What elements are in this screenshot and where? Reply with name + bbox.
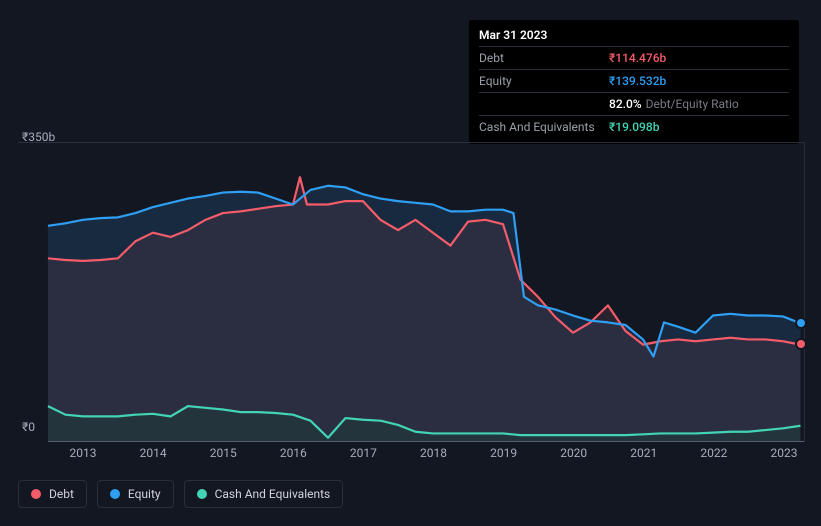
tooltip-row-label: Cash And Equivalents: [479, 118, 609, 136]
series-end-dot: [795, 338, 807, 350]
legend-dot-icon: [31, 489, 41, 499]
tooltip-row: 82.0%Debt/Equity Ratio: [479, 92, 789, 115]
x-axis-label: 2019: [490, 446, 517, 460]
tooltip-row: Equity₹139.532b: [479, 69, 789, 92]
x-axis-label: 2016: [280, 446, 307, 460]
legend-label: Debt: [49, 487, 74, 501]
x-axis-label: 2023: [770, 446, 797, 460]
legend-item[interactable]: Debt: [18, 480, 87, 508]
x-axis-label: 2020: [560, 446, 587, 460]
tooltip-row-label: Equity: [479, 72, 609, 90]
legend-item[interactable]: Equity: [97, 480, 174, 508]
tooltip-row-value: ₹139.532b: [609, 72, 666, 90]
tooltip-row-value: 82.0%: [609, 95, 642, 113]
legend-dot-icon: [197, 489, 207, 499]
series-end-dot: [795, 317, 807, 329]
tooltip-row: Debt₹114.476b: [479, 46, 789, 69]
tooltip-row-value: ₹19.098b: [609, 118, 659, 136]
tooltip-date: Mar 31 2023: [479, 26, 789, 44]
x-axis-label: 2017: [350, 446, 377, 460]
legend-label: Equity: [128, 487, 161, 501]
x-axis-label: 2015: [210, 446, 237, 460]
legend-item[interactable]: Cash And Equivalents: [184, 480, 344, 508]
legend-label: Cash And Equivalents: [215, 487, 331, 501]
legend: Debt Equity Cash And Equivalents: [18, 480, 343, 508]
chart-tooltip: Mar 31 2023 Debt₹114.476bEquity₹139.532b…: [469, 20, 799, 144]
x-axis: 2013 2014 2015 2016 2017 2018 2019 2020 2021 2022…: [18, 446, 805, 466]
legend-dot-icon: [110, 489, 120, 499]
x-axis-label: 2018: [420, 446, 447, 460]
tooltip-row-value: ₹114.476b: [609, 49, 666, 67]
x-axis-label: 2021: [630, 446, 657, 460]
tooltip-row-label: [479, 95, 609, 113]
x-axis-label: 2014: [140, 446, 167, 460]
tooltip-row-sub: Debt/Equity Ratio: [646, 95, 739, 113]
chart-svg: [18, 143, 804, 442]
x-axis-label: 2022: [700, 446, 727, 460]
x-axis-label: 2013: [70, 446, 97, 460]
chart-area[interactable]: [18, 142, 805, 442]
tooltip-row-label: Debt: [479, 49, 609, 67]
tooltip-row: Cash And Equivalents₹19.098b: [479, 115, 789, 138]
